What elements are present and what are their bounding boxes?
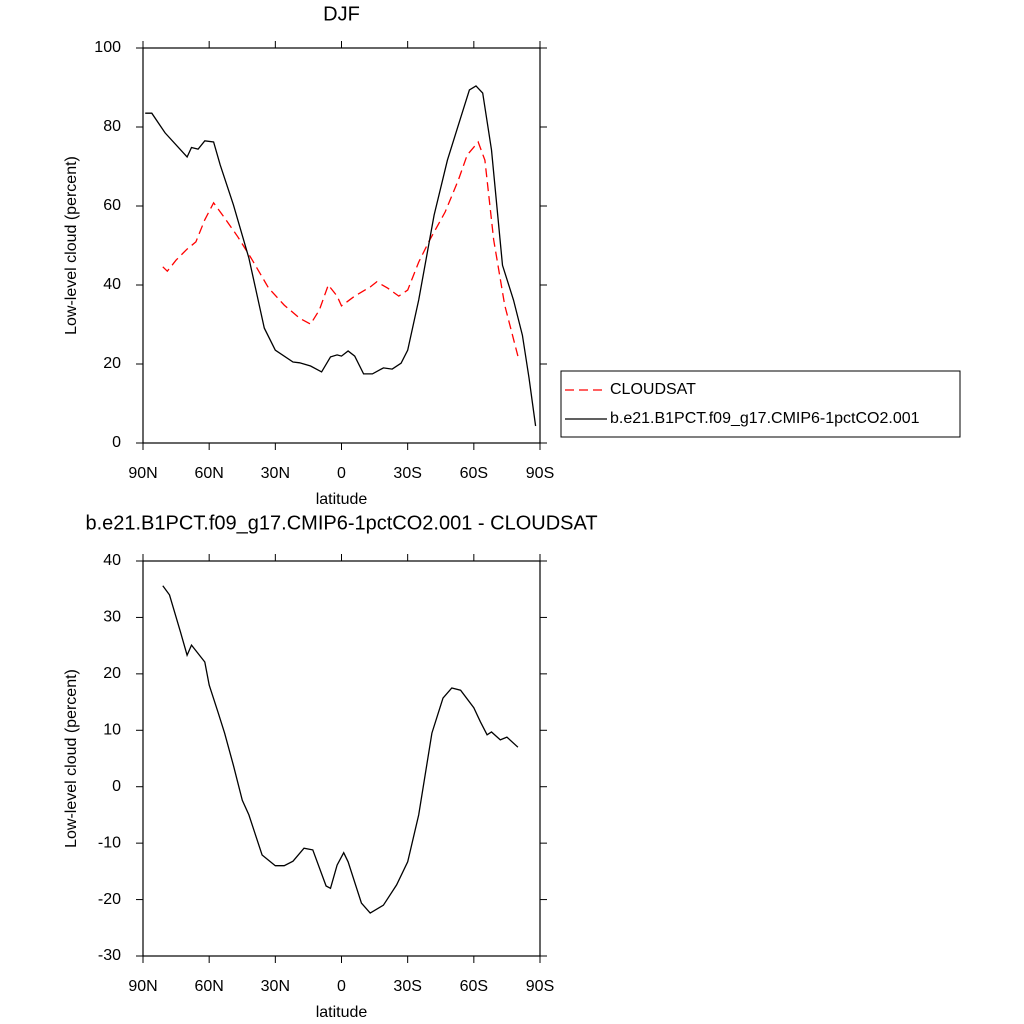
x-tick-label: 90S	[526, 978, 554, 995]
y-tick-label: 20	[103, 665, 121, 682]
y-axis-label: Low-level cloud (percent)	[63, 156, 80, 335]
x-tick-label: 90N	[128, 465, 157, 482]
y-tick-label: -30	[98, 947, 121, 964]
y-tick-label: 0	[112, 434, 121, 451]
y-tick-label: 100	[94, 39, 121, 56]
x-axis-label: latitude	[316, 491, 368, 508]
x-tick-label: 30N	[261, 465, 290, 482]
x-tick-label: 0	[337, 465, 346, 482]
x-tick-label: 0	[337, 978, 346, 995]
legend-label: b.e21.B1PCT.f09_g17.CMIP6-1pctCO2.001	[610, 410, 920, 427]
legend-label: CLOUDSAT	[610, 381, 696, 398]
plot-frame	[142, 47, 541, 444]
x-tick-label: 60N	[194, 465, 223, 482]
y-tick-label: 0	[112, 778, 121, 795]
y-axis-label: Low-level cloud (percent)	[63, 669, 80, 848]
y-tick-label: 40	[103, 276, 121, 293]
x-tick-label: 60S	[460, 978, 488, 995]
x-tick-label: 60S	[460, 465, 488, 482]
plot: DJF latitude Low-level cloud (percent) 0 20 4…	[63, 3, 961, 508]
y-tick-label: 10	[103, 722, 121, 739]
plot-frame	[142, 560, 541, 957]
x-tick-label: 90S	[526, 465, 554, 482]
data-line	[162, 140, 519, 357]
y-tick-label: -10	[98, 834, 121, 851]
y-tick-label: 30	[103, 609, 121, 626]
x-tick-label: 60N	[194, 978, 223, 995]
chart-title: DJF	[323, 3, 360, 25]
legend-box	[560, 370, 961, 438]
x-tick-label: 30S	[393, 978, 421, 995]
y-tick-label: 40	[103, 552, 121, 569]
x-tick-label: 30N	[261, 978, 290, 995]
x-tick-label: 30S	[393, 465, 421, 482]
y-tick-label: 20	[103, 355, 121, 372]
x-axis-label: latitude	[316, 1004, 368, 1021]
data-line	[145, 85, 537, 427]
plot: b.e21.B1PCT.f09_g17.CMIP6-1pctCO2.001 - …	[63, 512, 597, 1021]
chart-title: b.e21.B1PCT.f09_g17.CMIP6-1pctCO2.001 - …	[85, 512, 597, 534]
y-tick-label: -20	[98, 891, 121, 908]
y-tick-label: 60	[103, 197, 121, 214]
x-tick-label: 90N	[128, 978, 157, 995]
y-tick-label: 80	[103, 118, 121, 135]
data-line	[162, 585, 519, 914]
